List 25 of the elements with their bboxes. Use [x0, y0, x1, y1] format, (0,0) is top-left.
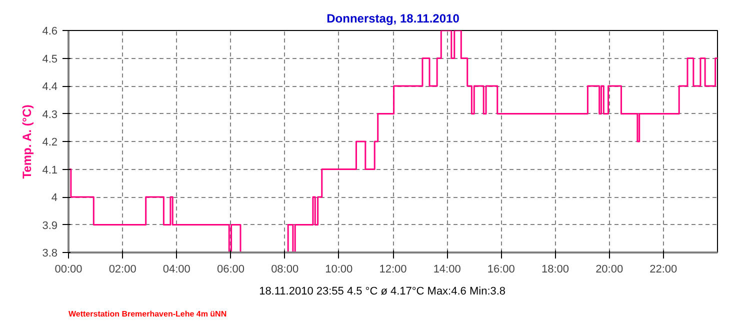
text: Wetterstation Bremerhaven-Lehe 4m üNN [68, 310, 227, 318]
y-tick-label: 4.6 [42, 26, 58, 38]
y-tick-label: 3.9 [42, 220, 58, 232]
x-tick-label: 00:00 [54, 264, 82, 276]
x-tick-label: 18:00 [541, 264, 570, 276]
text: 18.11.2010 23:55 4.5 °C ø 4.17°C Max:4.6 Min:3.8 [259, 286, 506, 298]
x-tick-label: 12:00 [379, 264, 407, 276]
y-axis-title: Temp. A. (°C) [20, 104, 34, 179]
x-tick-label: 08:00 [271, 264, 299, 276]
x-tick-label: 10:00 [325, 264, 353, 276]
chart-title: Donnerstag, 18.11.2010 [326, 12, 460, 26]
x-tick-label: 20:00 [596, 264, 624, 276]
x-tick-label: 02:00 [108, 264, 136, 276]
y-tick-label: 4.5 [42, 53, 58, 66]
y-tick-label: 4 [51, 192, 58, 204]
y-tick-label: 4.3 [42, 108, 58, 121]
x-tick-label: 16:00 [487, 264, 515, 276]
x-tick-label: 22:00 [650, 264, 678, 276]
x-tick-label: 04:00 [162, 264, 190, 276]
y-tick-label: 4.4 [42, 81, 58, 93]
x-tick-label: 06:00 [216, 264, 245, 276]
y-tick-label: 4.1 [42, 164, 58, 176]
x-tick-label: 14:00 [433, 264, 461, 276]
y-tick-label: 3.8 [42, 248, 58, 260]
y-tick-label: 4.2 [42, 136, 58, 148]
